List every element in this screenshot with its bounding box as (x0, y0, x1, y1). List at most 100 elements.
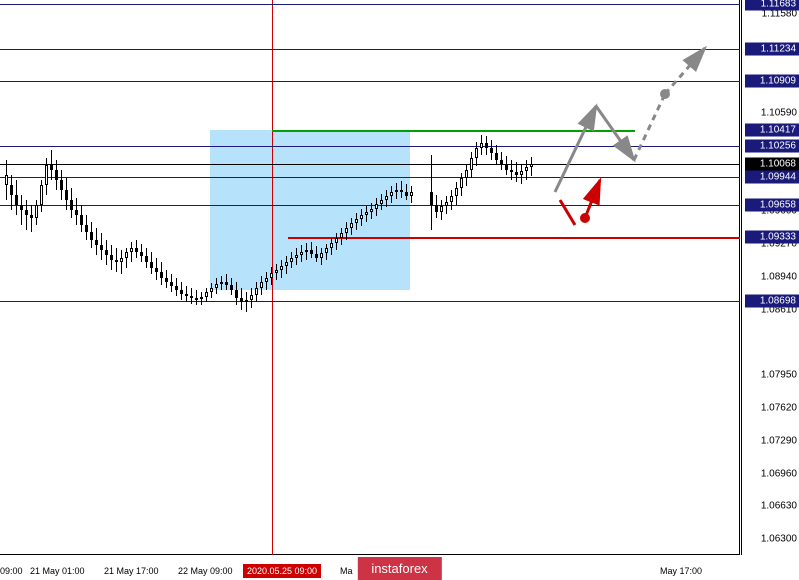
y-axis-label: 1.06630 (761, 501, 797, 512)
candlestick (145, 248, 148, 268)
candlestick (170, 274, 173, 292)
candlestick (85, 215, 88, 240)
candlestick (275, 264, 278, 280)
horizontal-level-line (0, 177, 740, 178)
candlestick (480, 135, 483, 155)
candlestick (435, 195, 438, 218)
candlestick (130, 242, 133, 262)
candlestick (335, 233, 338, 250)
candlestick (460, 173, 463, 196)
candlestick (65, 178, 68, 210)
candlestick (180, 282, 183, 300)
horizontal-level-line (288, 237, 740, 239)
candlestick (70, 188, 73, 218)
candlestick (305, 243, 308, 260)
horizontal-level-line (0, 4, 740, 5)
candlestick (520, 165, 523, 184)
candlestick (195, 290, 198, 305)
candlestick (90, 222, 93, 248)
candlestick (5, 160, 8, 200)
candlestick (220, 276, 223, 290)
candlestick (150, 252, 153, 274)
price-level-marker: 1.10909 (745, 75, 799, 88)
price-level-marker: 1.09658 (745, 199, 799, 212)
candlestick (80, 205, 83, 232)
candlestick (345, 222, 348, 240)
chart-plot-area (0, 0, 740, 555)
price-level-marker: 1.08698 (745, 295, 799, 308)
candlestick (75, 198, 78, 225)
price-level-marker: 1.10417 (745, 124, 799, 137)
candlestick (30, 205, 33, 232)
candlestick (95, 228, 98, 255)
price-level-marker: 1.09333 (745, 231, 799, 244)
candlestick (465, 164, 468, 186)
candlestick (50, 150, 53, 180)
x-axis-label: 22 May 09:00 (178, 566, 233, 576)
horizontal-level-line (0, 146, 740, 147)
candlestick (120, 250, 123, 274)
y-axis-label: 1.06300 (761, 534, 797, 545)
candlestick (500, 152, 503, 170)
candlestick (10, 175, 13, 210)
candlestick (115, 248, 118, 272)
candlestick (45, 158, 48, 195)
price-level-marker: 1.09944 (745, 171, 799, 184)
candlestick (340, 228, 343, 245)
x-axis-label: 21 May 17:00 (104, 566, 159, 576)
candlestick (330, 238, 333, 255)
candlestick (240, 288, 243, 310)
candlestick (355, 213, 358, 230)
candlestick (375, 198, 378, 216)
candlestick (250, 288, 253, 308)
candlestick (160, 262, 163, 285)
candlestick (215, 278, 218, 294)
candlestick (315, 246, 318, 262)
x-axis-label: May 17:00 (660, 566, 702, 576)
candlestick (385, 190, 388, 207)
candlestick (440, 200, 443, 220)
candlestick (320, 248, 323, 265)
candlestick (200, 292, 203, 305)
price-level-marker: 1.11234 (745, 43, 799, 56)
candlestick (165, 270, 168, 288)
candlestick (485, 136, 488, 155)
candlestick (60, 170, 63, 200)
candlestick (325, 244, 328, 260)
candlestick (395, 183, 398, 199)
candlestick (235, 282, 238, 305)
candlestick (25, 200, 28, 230)
y-axis-label: 1.07950 (761, 370, 797, 381)
candlestick (400, 181, 403, 198)
y-axis-label: 1.10590 (761, 108, 797, 119)
candlestick (225, 274, 228, 290)
candlestick (270, 267, 273, 285)
candlestick (265, 272, 268, 290)
candlestick (280, 260, 283, 278)
candlestick (445, 196, 448, 214)
highlight-rectangle (210, 130, 410, 290)
candlestick (450, 190, 453, 210)
y-axis-label: 1.06960 (761, 469, 797, 480)
candlestick (155, 258, 158, 280)
horizontal-level-line (0, 301, 740, 302)
candlestick (390, 186, 393, 203)
candlestick (350, 218, 353, 235)
candlestick (310, 242, 313, 258)
candlestick (285, 256, 288, 274)
candlestick (105, 240, 108, 265)
candlestick (410, 186, 413, 203)
candlestick (470, 152, 473, 178)
candlestick (530, 157, 533, 176)
candlestick (290, 252, 293, 268)
candlestick (505, 156, 508, 175)
horizontal-level-line (0, 164, 740, 165)
candlestick (140, 244, 143, 262)
candlestick (205, 288, 208, 302)
horizontal-level-line (0, 81, 740, 82)
candlestick (405, 184, 408, 200)
candlestick (360, 209, 363, 226)
candlestick (380, 194, 383, 210)
candlestick (15, 180, 18, 215)
candlestick (515, 162, 518, 182)
